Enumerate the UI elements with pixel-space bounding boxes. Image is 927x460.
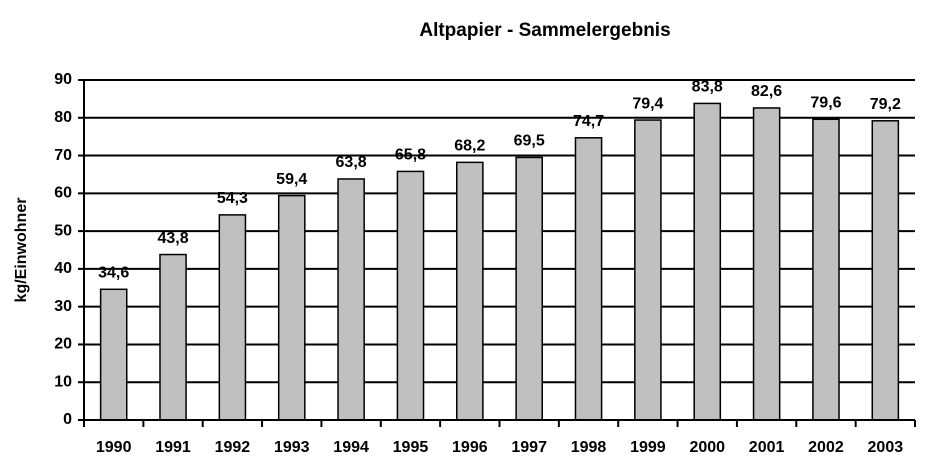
y-tick-label: 0 [63, 411, 72, 428]
value-label: 63,8 [336, 154, 367, 171]
x-tick-label: 1991 [155, 439, 191, 456]
y-axis-label: kg/Einwohner [13, 198, 30, 303]
x-tick-label: 1999 [630, 439, 666, 456]
value-label: 74,7 [573, 113, 604, 130]
x-tick-label: 2003 [868, 439, 904, 456]
x-tick-label: 1995 [393, 439, 429, 456]
y-tick-label: 20 [54, 336, 72, 353]
value-label: 68,2 [454, 138, 485, 155]
x-tick-label: 1993 [274, 439, 310, 456]
y-tick-label: 60 [54, 185, 72, 202]
bar [218, 214, 247, 421]
value-label: 34,6 [98, 265, 129, 282]
x-tick-label: 2000 [689, 439, 725, 456]
x-tick-label: 2002 [808, 439, 844, 456]
value-label: 83,8 [692, 79, 723, 96]
y-tick-label: 90 [54, 71, 72, 88]
y-tick-label: 30 [54, 298, 72, 315]
value-label: 79,4 [632, 95, 663, 112]
value-label: 69,5 [514, 133, 545, 150]
y-tick-label: 50 [54, 222, 72, 239]
value-label: 65,8 [395, 147, 426, 164]
bar [574, 137, 603, 421]
x-tick-label: 2001 [749, 439, 785, 456]
bar [277, 194, 306, 421]
y-tick-label: 10 [54, 373, 72, 390]
bar [99, 288, 128, 421]
bar [515, 156, 543, 421]
value-label: 43,8 [157, 230, 188, 247]
bar [871, 120, 900, 421]
bar [634, 119, 662, 421]
value-label: 82,6 [751, 83, 782, 100]
value-label: 79,2 [870, 96, 901, 113]
value-label: 54,3 [217, 190, 248, 207]
bar [752, 107, 781, 421]
y-tick-label: 70 [54, 147, 72, 164]
bar [812, 118, 840, 421]
y-tick-label: 80 [54, 109, 72, 126]
y-tick-label: 40 [54, 260, 72, 277]
bar [456, 161, 484, 421]
x-tick-label: 1998 [571, 439, 607, 456]
bar [693, 102, 722, 421]
bar [396, 170, 425, 421]
x-tick-label: 1997 [511, 439, 547, 456]
bar [159, 253, 187, 421]
x-tick-label: 1996 [452, 439, 488, 456]
x-tick-label: 1990 [96, 439, 132, 456]
x-tick-label: 1994 [333, 439, 369, 456]
chart-title: Altpapier - Sammelergebnis [419, 20, 670, 41]
value-label: 59,4 [276, 171, 307, 188]
bar [337, 178, 365, 421]
x-tick-label: 1992 [215, 439, 251, 456]
value-label: 79,6 [810, 95, 841, 112]
